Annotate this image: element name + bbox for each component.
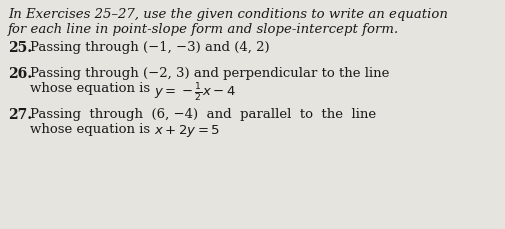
Text: Passing  through  (6, −4)  and  parallel  to  the  line: Passing through (6, −4) and parallel to … [30, 108, 376, 120]
Text: 27.: 27. [8, 108, 32, 121]
Text: for each line in point-slope form and slope-intercept form.: for each line in point-slope form and sl… [8, 23, 399, 36]
Text: whose equation is: whose equation is [30, 123, 155, 135]
Text: 25.: 25. [8, 41, 32, 55]
Text: Passing through (−1, −3) and (4, 2): Passing through (−1, −3) and (4, 2) [30, 41, 270, 54]
Text: $x + 2y = 5$: $x + 2y = 5$ [154, 123, 220, 138]
Text: 26.: 26. [8, 67, 32, 81]
Text: $y = -\frac{1}{2}x - 4$: $y = -\frac{1}{2}x - 4$ [154, 82, 236, 104]
Text: Passing through (−2, 3) and perpendicular to the line: Passing through (−2, 3) and perpendicula… [30, 67, 389, 80]
Text: In Exercises 25–27, use the given conditions to write an equation: In Exercises 25–27, use the given condit… [8, 8, 448, 21]
Text: whose equation is: whose equation is [30, 82, 155, 95]
